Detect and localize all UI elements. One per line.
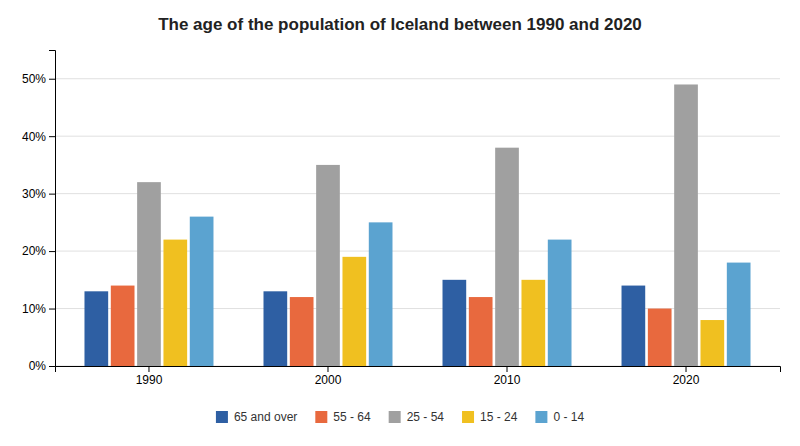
grid-line [55,78,780,79]
bar [727,263,751,366]
bar [469,297,493,366]
bar-series [190,217,751,366]
legend-label: 65 and over [234,410,297,424]
legend-item: 25 - 54 [389,410,445,424]
tick-mark [49,251,55,252]
tick-mark [148,366,149,372]
bar [290,297,314,366]
y-tick: 50% [22,72,55,86]
legend-swatch [535,411,547,423]
legend-swatch [216,411,228,423]
y-tick: 0% [29,359,55,373]
axis-line [56,367,781,373]
x-tick: 2010 [494,366,521,387]
tick-mark [507,366,508,372]
bar [674,84,698,366]
tick-mark [49,194,55,195]
legend-item: 0 - 14 [535,410,584,424]
legend-label: 15 - 24 [480,410,518,424]
y-tick-label: 0% [29,359,47,373]
bar [495,148,519,366]
tick-mark [49,309,55,310]
bar [548,240,572,366]
tick-mark [49,136,55,137]
grid-line [55,193,780,194]
legend-label: 55 - 64 [333,410,371,424]
grid-line [55,136,780,137]
y-tick: 10% [22,302,55,316]
bar [137,182,161,366]
legend-label: 0 - 14 [553,410,584,424]
bar [521,280,545,366]
bar-series [137,84,698,366]
chart: 0% 10% 20% 30% 40% 50% 1990 2000 2010 2020 The age… [0,0,800,446]
bar [369,222,393,366]
legend-swatch [462,411,474,423]
bar [700,320,724,366]
tick-mark [686,366,687,372]
legend: 65 and over 55 - 64 25 - 54 15 - 24 0 - 14 [216,410,584,424]
bar [443,280,467,366]
tick-mark [327,366,328,372]
bar [263,291,287,366]
tick-mark [49,366,55,367]
y-tick-label: 40% [22,130,46,144]
y-tick: 20% [22,244,55,258]
x-tick: 1990 [136,366,163,387]
bars [84,84,750,366]
x-tick-label: 1990 [136,373,163,387]
y-tick-label: 50% [22,72,46,86]
tick-mark [49,79,55,80]
bar [163,240,187,366]
y-tick-label: 30% [22,187,46,201]
plot-area: 0% 10% 20% 30% 40% 50% 1990 2000 2010 2020 [22,51,781,387]
legend-swatch [389,411,401,423]
title: The age of the population of Iceland bet… [158,15,642,34]
legend-label: 25 - 54 [407,410,445,424]
y-tick: 40% [22,130,55,144]
bar [190,217,214,366]
x-tick-label: 2010 [494,373,521,387]
legend-item: 15 - 24 [462,410,518,424]
y-tick-label: 20% [22,244,46,258]
x-tick-label: 2020 [673,373,700,387]
x-tick-label: 2000 [315,373,342,387]
legend-item: 65 and over [216,410,297,424]
bar [84,291,108,366]
bar [342,257,366,366]
bar [316,165,340,366]
bar [111,286,135,366]
axis-line [49,51,56,367]
bar [648,309,672,366]
bar-series [163,240,724,366]
x-tick: 2020 [673,366,700,387]
grid [55,79,780,366]
y-tick-label: 10% [22,302,46,316]
x-axis: 1990 2000 2010 2020 [56,366,781,387]
bar [622,286,646,366]
legend-item: 55 - 64 [315,410,371,424]
x-tick: 2000 [315,366,342,387]
y-axis: 0% 10% 20% 30% 40% 50% [22,51,56,374]
y-tick: 30% [22,187,55,201]
legend-swatch [315,411,327,423]
